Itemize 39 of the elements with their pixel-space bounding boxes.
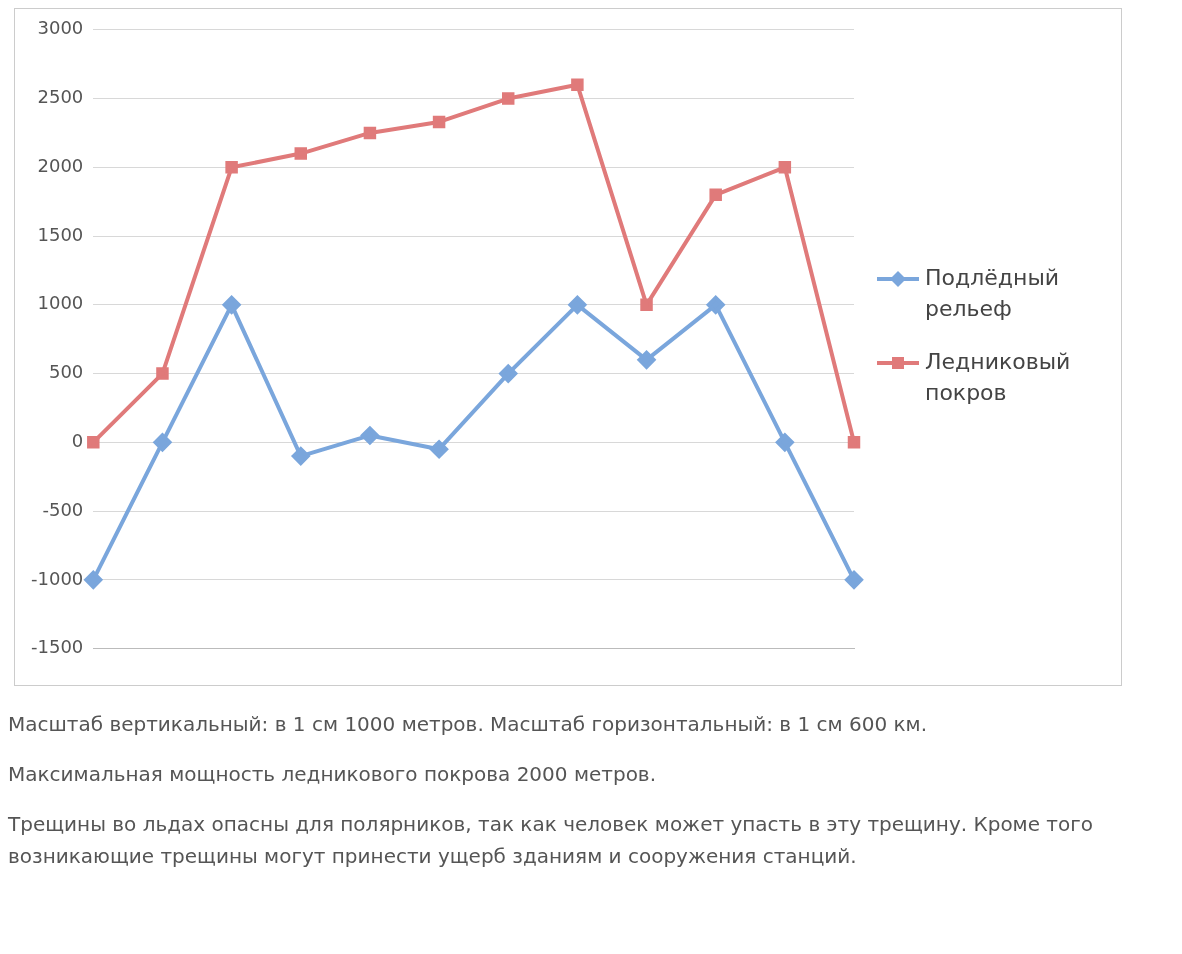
point <box>568 295 587 314</box>
y-tick-label: 1000 <box>37 292 84 314</box>
point <box>432 115 446 129</box>
y-tick-label: -1500 <box>30 636 84 658</box>
y-tick-label: -1000 <box>30 567 84 589</box>
point <box>499 364 518 383</box>
point <box>778 161 792 174</box>
y-tick-label: 2000 <box>37 154 84 176</box>
point <box>430 440 449 459</box>
y-tick-label: 500 <box>48 361 84 383</box>
point <box>845 570 863 589</box>
point <box>291 447 310 466</box>
y-tick-label: 2500 <box>37 86 84 108</box>
y-tick-label: 3000 <box>37 17 84 39</box>
text: Трещины во льдах опасны для полярников, так как человек может упасть в эту трещину. Кроме того возникающие трещины могут принести ущерб зданиям и сооружения станций. <box>8 811 1094 870</box>
point <box>571 78 584 92</box>
point <box>153 433 172 452</box>
point <box>363 126 377 140</box>
point <box>294 147 308 160</box>
y-tick-label: 0 <box>71 430 84 452</box>
text: Масштаб вертикальный: в 1 см 1000 метров. Масштаб горизонтальный: в 1 см 600 км. <box>8 711 929 738</box>
point <box>225 161 238 174</box>
point <box>360 426 379 445</box>
legend-label: Ледниковый покров <box>925 348 1072 407</box>
point <box>640 298 653 312</box>
y-tick-label: 1500 <box>37 223 84 245</box>
point <box>84 570 103 589</box>
legend-label: Подлёдный рельеф <box>925 264 1061 324</box>
point <box>709 188 722 202</box>
point <box>87 436 100 449</box>
point <box>637 350 656 369</box>
point <box>501 92 515 105</box>
point <box>847 436 861 449</box>
y-tick-label: -500 <box>42 498 84 520</box>
text: Максимальная мощность ледникового покрова 2000 метров. <box>8 761 658 788</box>
point <box>706 295 725 314</box>
point <box>222 295 241 314</box>
point <box>775 433 794 452</box>
point <box>156 367 169 380</box>
